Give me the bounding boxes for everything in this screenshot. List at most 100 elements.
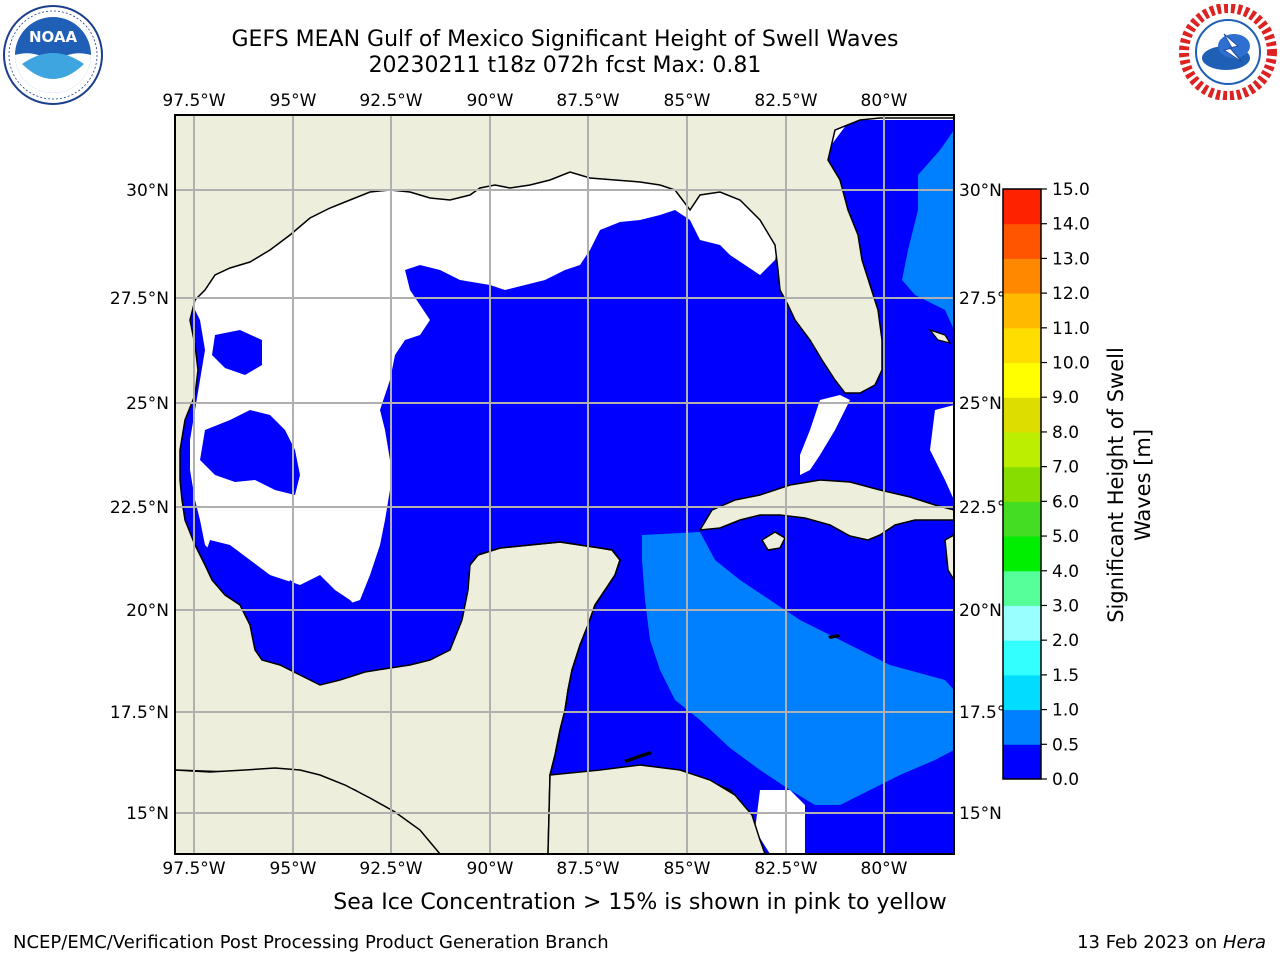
chart-subtitle: 20230211 t18z 072h fcst Max: 0.81 xyxy=(368,53,762,78)
lon-labels-bottom: 97.5°W 95°W 92.5°W 90°W 87.5°W 85°W 82.5… xyxy=(162,859,907,879)
colorbar-tick-label: 4.0 xyxy=(1052,562,1079,582)
lon-tick-top: 90°W xyxy=(467,91,514,111)
lon-tick-top: 80°W xyxy=(861,91,908,111)
footer-machine: Hera xyxy=(1222,932,1266,953)
colorbar: 0.0 0.5 1.0 1.5 2.0 3.0 4.0 5.0 6.0 7.0 8.0 9.0 10.0… xyxy=(1002,180,1090,790)
chart-title: GEFS MEAN Gulf of Mexico Significant Hei… xyxy=(231,27,899,52)
colorbar-tick-label: 12.0 xyxy=(1052,284,1090,304)
colorbar-tick-label: 15.0 xyxy=(1052,180,1090,200)
land-cuba xyxy=(698,479,954,541)
lon-tick-bottom: 90°W xyxy=(467,859,514,879)
gulf-nodata-west-inner3 xyxy=(205,520,470,685)
land-east-edge xyxy=(944,534,954,582)
east-edge-nodata xyxy=(930,405,954,500)
atlantic-swell-band xyxy=(902,115,954,330)
colorbar-segment xyxy=(1003,397,1041,433)
footer-date: 13 Feb 2023 on Hera xyxy=(1077,932,1266,953)
lon-tick-bottom: 82.5°W xyxy=(754,859,817,879)
lat-tick-right: 15°N xyxy=(959,804,1002,824)
colorbar-tick-label: 3.0 xyxy=(1052,596,1079,616)
colorbar-label-line1: Significant Height of Swell xyxy=(1104,347,1128,623)
colorbar-segment xyxy=(1003,605,1041,641)
lat-tick-left: 30°N xyxy=(126,181,169,201)
sea-ice-note: Sea Ice Concentration > 15% is shown in … xyxy=(333,890,947,915)
colorbar-tick-label: 5.0 xyxy=(1052,527,1079,547)
colorbar-tick-label: 13.0 xyxy=(1052,249,1090,269)
colorbar-tick-label: 2.0 xyxy=(1052,631,1079,651)
caribbean-swell-band xyxy=(642,532,954,805)
colorbar-segment xyxy=(1003,293,1041,329)
lon-tick-bottom: 80°W xyxy=(861,859,908,879)
colorbar-segment xyxy=(1003,466,1041,502)
land-yucatan xyxy=(175,541,621,854)
land-bahamas-1 xyxy=(928,328,952,344)
noaa-logo-text: NOAA xyxy=(29,28,78,46)
lon-tick-top: 95°W xyxy=(270,91,317,111)
lat-tick-left: 22.5°N xyxy=(110,498,169,518)
colorbar-segment xyxy=(1003,744,1041,780)
colorbar-segment xyxy=(1003,709,1041,745)
colorbar-segment xyxy=(1003,189,1041,225)
lon-tick-top: 92.5°W xyxy=(359,91,422,111)
colorbar-segment xyxy=(1003,362,1041,398)
colorbar-segment xyxy=(1003,674,1041,711)
land-isla-juventud xyxy=(760,531,786,551)
lat-labels-right: 30°N 27.5°N 25°N 22.5°N 20°N 17.5°N 15°N xyxy=(959,181,1018,824)
southeast-nodata xyxy=(755,790,805,854)
map-frame xyxy=(174,114,955,855)
colorbar-segment xyxy=(1003,640,1041,676)
lon-tick-bottom: 87.5°W xyxy=(556,859,619,879)
lon-tick-bottom: 92.5°W xyxy=(359,859,422,879)
lon-tick-top: 85°W xyxy=(664,91,711,111)
gulf-nodata-west xyxy=(175,115,954,605)
colorbar-tick-label: 0.0 xyxy=(1052,770,1079,790)
colorbar-segment xyxy=(1003,431,1041,468)
lon-tick-bottom: 85°W xyxy=(664,859,711,879)
lat-tick-right: 20°N xyxy=(959,601,1002,621)
colorbar-tick-label: 1.0 xyxy=(1052,701,1079,721)
colorbar-segment xyxy=(1003,536,1041,572)
lon-tick-bottom: 95°W xyxy=(270,859,317,879)
lon-tick-bottom: 97.5°W xyxy=(162,859,225,879)
colorbar-segment xyxy=(1003,501,1041,537)
lat-tick-left: 20°N xyxy=(126,601,169,621)
colorbar-segment xyxy=(1003,258,1041,294)
colorbar-frame xyxy=(1002,188,1042,780)
lat-tick-left: 17.5°N xyxy=(110,703,169,723)
lon-tick-top: 82.5°W xyxy=(754,91,817,111)
lon-tick-top: 87.5°W xyxy=(556,91,619,111)
gulf-nodata-west-inner xyxy=(200,410,300,495)
lon-tick-top: 97.5°W xyxy=(162,91,225,111)
colorbar-segment xyxy=(1003,570,1041,606)
map-area xyxy=(175,115,954,854)
lat-tick-left: 25°N xyxy=(126,394,169,414)
nws-logo xyxy=(1179,4,1277,100)
colorbar-tick-label: 14.0 xyxy=(1052,215,1090,235)
lon-labels-top: 97.5°W 95°W 92.5°W 90°W 87.5°W 85°W 82.5… xyxy=(162,91,907,111)
lat-tick-right: 30°N xyxy=(959,181,1002,201)
colorbar-tick-label: 11.0 xyxy=(1052,319,1090,339)
land-bay-islands xyxy=(624,751,652,763)
lat-tick-right: 25°N xyxy=(959,394,1002,414)
colorbar-tick-label: 0.5 xyxy=(1052,735,1079,755)
gulf-nodata-west-inner2 xyxy=(212,330,262,375)
lat-tick-left: 27.5°N xyxy=(110,289,169,309)
colorbar-tick-label: 8.0 xyxy=(1052,423,1079,443)
east-nodata-strip xyxy=(800,395,850,475)
land-cayman xyxy=(828,634,840,639)
colorbar-tick-label: 6.0 xyxy=(1052,492,1079,512)
footer-date-text: 13 Feb 2023 on xyxy=(1077,932,1223,953)
lat-labels-left: 30°N 27.5°N 25°N 22.5°N 20°N 17.5°N 15°N xyxy=(110,181,169,824)
colorbar-segment xyxy=(1003,327,1041,364)
colorbar-tick-label: 7.0 xyxy=(1052,458,1079,478)
lat-tick-left: 15°N xyxy=(126,804,169,824)
colorbar-label-line2: Waves [m] xyxy=(1131,429,1155,541)
noaa-logo: NOAA xyxy=(3,5,103,105)
colorbar-segment xyxy=(1003,223,1041,259)
colorbar-tick-label: 10.0 xyxy=(1052,354,1090,374)
colorbar-tick-label: 9.0 xyxy=(1052,388,1079,408)
footer-credit: NCEP/EMC/Verification Post Processing Pr… xyxy=(13,932,609,953)
land-central-america xyxy=(547,764,766,854)
colorbar-tick-label: 1.5 xyxy=(1052,666,1079,686)
